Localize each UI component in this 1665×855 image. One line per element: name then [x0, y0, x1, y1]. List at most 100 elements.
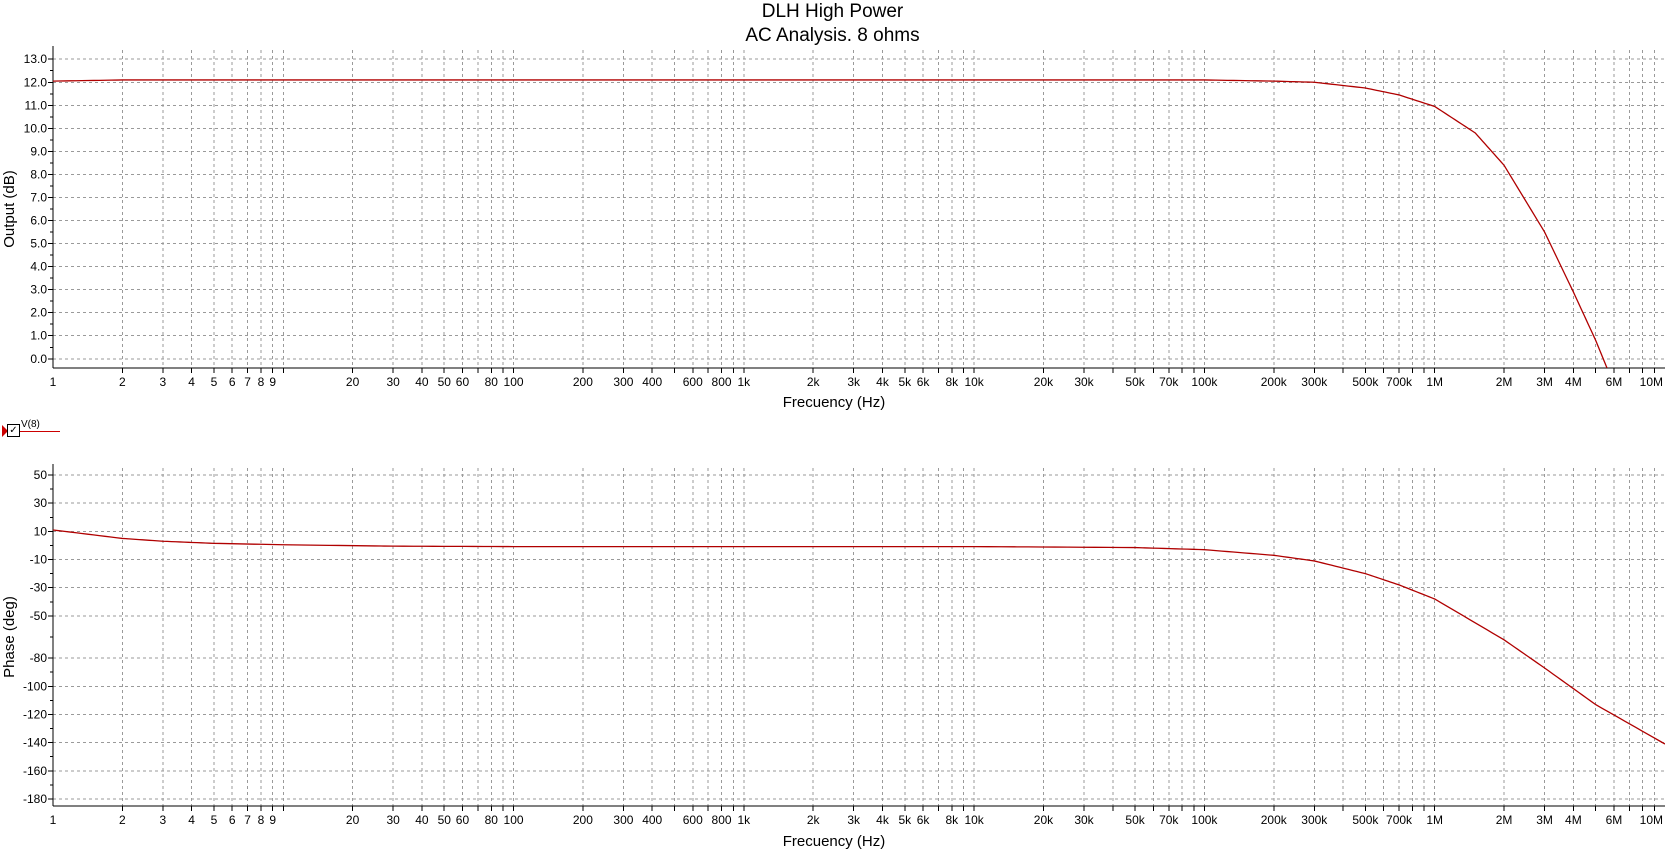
x-axis-label: Frecuency (Hz) [783, 833, 886, 850]
x-tick-label: 2M [1496, 375, 1513, 389]
x-tick-label: 8k [945, 375, 959, 389]
y-tick-label: 8.0 [30, 167, 47, 181]
x-tick-label: 200 [573, 375, 593, 389]
y-tick-label: 7.0 [30, 190, 47, 204]
x-tick-label: 5k [898, 375, 912, 389]
series-line-1 [53, 79, 1608, 368]
x-tick-label: 3 [160, 375, 167, 389]
x-tick-label: 50 [438, 813, 452, 827]
x-tick-label: 3M [1536, 813, 1553, 827]
y-axis-label: Phase (deg) [1, 596, 18, 678]
chart-subtitle: AC Analysis. 8 ohms [745, 25, 920, 46]
legend-checkbox[interactable]: ✓ [7, 424, 20, 437]
x-tick-label: 4k [876, 813, 890, 827]
x-tick-label: 1M [1426, 813, 1443, 827]
x-tick-label: 5 [211, 813, 218, 827]
y-tick-label: -80 [30, 651, 48, 665]
x-tick-label: 2 [119, 813, 126, 827]
x-tick-label: 2k [807, 375, 821, 389]
x-tick-label: 60 [456, 375, 470, 389]
x-tick-label: 30k [1074, 375, 1094, 389]
x-tick-label: 100k [1191, 813, 1218, 827]
y-tick-label: 12.0 [24, 75, 48, 89]
x-tick-label: 4M [1565, 375, 1582, 389]
x-tick-label: 40 [415, 813, 429, 827]
y-axis-label: Output (dB) [1, 170, 18, 248]
x-tick-label: 6M [1606, 813, 1623, 827]
x-tick-label: 50k [1125, 813, 1145, 827]
x-tick-label: 50 [438, 375, 452, 389]
x-tick-label: 500k [1352, 813, 1379, 827]
x-tick-label: 4 [188, 813, 195, 827]
y-tick-label: 10.0 [24, 121, 48, 135]
y-tick-label: 50 [34, 468, 48, 482]
x-tick-label: 10M [1640, 813, 1663, 827]
y-tick-label: -160 [23, 764, 47, 778]
x-tick-label: 6M [1606, 375, 1623, 389]
x-tick-label: 800 [712, 375, 732, 389]
y-tick-label: 2.0 [30, 306, 47, 320]
x-axis-label: Frecuency (Hz) [783, 394, 886, 411]
y-tick-label: 5.0 [30, 237, 47, 251]
x-tick-label: 700k [1386, 813, 1413, 827]
x-tick-label: 4M [1565, 813, 1582, 827]
x-tick-label: 20 [346, 375, 360, 389]
y-tick-label: -30 [30, 581, 48, 595]
x-tick-label: 10k [964, 375, 984, 389]
x-tick-label: 5 [211, 375, 218, 389]
x-tick-label: 200k [1261, 813, 1288, 827]
x-tick-label: 300k [1301, 375, 1328, 389]
x-tick-label: 70k [1159, 375, 1179, 389]
y-tick-label: 13.0 [24, 52, 48, 66]
x-tick-label: 1k [738, 375, 752, 389]
y-tick-label: 9.0 [30, 144, 47, 158]
x-tick-label: 2k [807, 813, 821, 827]
x-tick-label: 60 [456, 813, 470, 827]
x-tick-label: 400 [642, 813, 662, 827]
chart-title: DLH High Power [761, 1, 904, 22]
x-tick-label: 300 [613, 813, 633, 827]
x-tick-label: 20 [346, 813, 360, 827]
y-tick-label: -100 [23, 679, 47, 693]
x-tick-label: 100 [504, 375, 524, 389]
x-tick-label: 6 [229, 375, 236, 389]
x-tick-label: 80 [485, 813, 499, 827]
x-tick-label: 600 [683, 813, 703, 827]
x-tick-label: 4k [876, 375, 890, 389]
x-tick-label: 5k [898, 813, 912, 827]
y-tick-label: 1.0 [30, 329, 47, 343]
x-tick-label: 100k [1191, 375, 1218, 389]
legend-line-sample [20, 431, 60, 432]
x-tick-label: 8k [945, 813, 959, 827]
y-tick-label: -140 [23, 736, 47, 750]
x-tick-label: 300 [613, 375, 633, 389]
x-tick-label: 10M [1640, 375, 1663, 389]
x-tick-label: 40 [415, 375, 429, 389]
x-tick-label: 7 [244, 813, 251, 827]
x-tick-label: 100 [504, 813, 524, 827]
legend-marker-icon [2, 425, 8, 437]
x-tick-label: 6k [917, 813, 931, 827]
x-tick-label: 400 [642, 375, 662, 389]
x-tick-label: 30 [386, 813, 400, 827]
y-tick-label: 11.0 [25, 98, 48, 112]
y-tick-label: 0.0 [30, 352, 47, 366]
chart-title-block: DLH High Power AC Analysis. 8 ohms [0, 0, 1665, 48]
x-tick-label: 8 [258, 375, 265, 389]
x-tick-label: 7 [244, 375, 251, 389]
x-tick-label: 6k [917, 375, 931, 389]
y-tick-label: 30 [34, 496, 48, 510]
y-tick-label: 6.0 [30, 214, 47, 228]
y-tick-label: 3.0 [30, 283, 47, 297]
chart-panel-1: 0.01.02.03.04.05.06.07.08.09.010.011.012… [1, 46, 1665, 411]
x-tick-label: 1 [50, 375, 57, 389]
x-tick-label: 8 [258, 813, 265, 827]
x-tick-label: 3M [1536, 375, 1553, 389]
x-tick-label: 300k [1301, 813, 1328, 827]
x-tick-label: 500k [1352, 375, 1379, 389]
y-tick-label: -50 [30, 609, 48, 623]
x-tick-label: 70k [1159, 813, 1179, 827]
x-tick-label: 3k [847, 813, 861, 827]
x-tick-label: 1k [738, 813, 752, 827]
